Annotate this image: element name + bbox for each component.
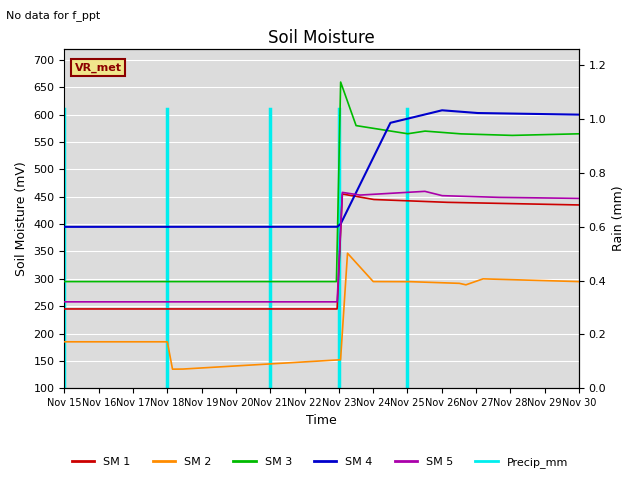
Legend: SM 1, SM 2, SM 3, SM 4, SM 5, Precip_mm: SM 1, SM 2, SM 3, SM 4, SM 5, Precip_mm: [68, 452, 572, 472]
Y-axis label: Soil Moisture (mV): Soil Moisture (mV): [15, 161, 28, 276]
Y-axis label: Rain (mm): Rain (mm): [612, 186, 625, 252]
Title: Soil Moisture: Soil Moisture: [268, 29, 375, 48]
X-axis label: Time: Time: [307, 414, 337, 427]
Text: VR_met: VR_met: [75, 62, 122, 73]
Text: No data for f_ppt: No data for f_ppt: [6, 10, 100, 21]
